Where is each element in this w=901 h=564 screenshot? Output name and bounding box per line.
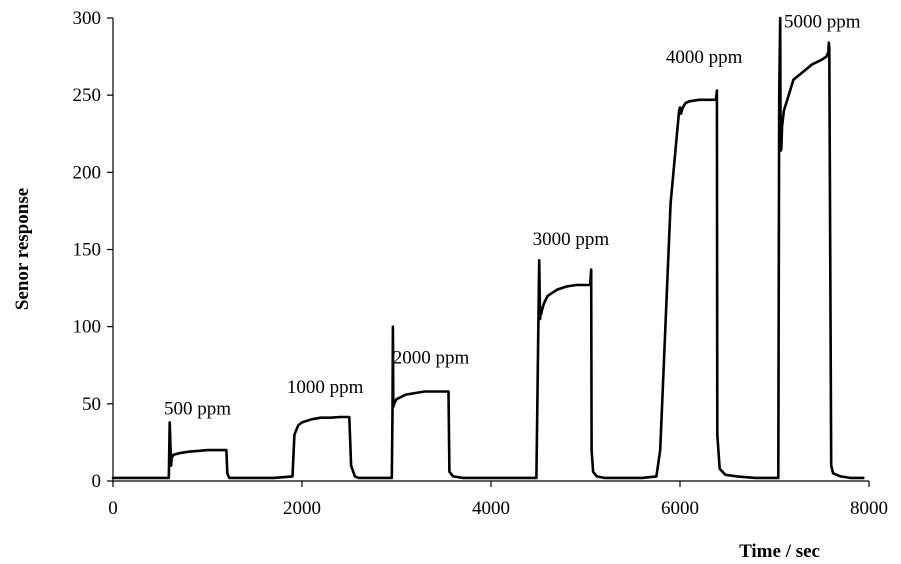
- series-line: [111, 16, 865, 480]
- concentration-label: 1000 ppm: [287, 377, 364, 398]
- y-axis-title: Senor response: [12, 188, 33, 310]
- x-tick-label: 6000: [661, 498, 699, 519]
- annotation-layer: 500 ppm 1000 ppm 2000 ppm 3000 ppm 4000 ppm 5…: [164, 11, 861, 419]
- concentration-label: 500 ppm: [164, 399, 231, 420]
- x-tick-label: 4000: [472, 498, 510, 519]
- y-tick-label: 200: [73, 162, 102, 183]
- concentration-label: 4000 ppm: [666, 47, 743, 68]
- series-layer: [111, 16, 865, 480]
- y-tick-label: 300: [73, 8, 102, 29]
- y-tick-label: 150: [73, 240, 102, 261]
- x-tick-label: 2000: [283, 498, 321, 519]
- x-axis-ticks: 0 2000 4000 6000 8000: [108, 481, 888, 519]
- x-axis-title: Time / sec: [739, 541, 820, 562]
- y-tick-label: 250: [73, 85, 102, 106]
- y-tick-label: 0: [92, 471, 102, 492]
- concentration-label: 5000 ppm: [784, 11, 861, 32]
- y-tick-label: 100: [73, 317, 102, 338]
- x-tick-label: 0: [108, 498, 118, 519]
- y-tick-label: 50: [82, 394, 101, 415]
- x-tick-label: 8000: [850, 498, 888, 519]
- concentration-label: 3000 ppm: [533, 229, 610, 250]
- concentration-label: 2000 ppm: [393, 348, 470, 369]
- y-axis-ticks: 0 50 100 150 200 250 300: [73, 8, 113, 492]
